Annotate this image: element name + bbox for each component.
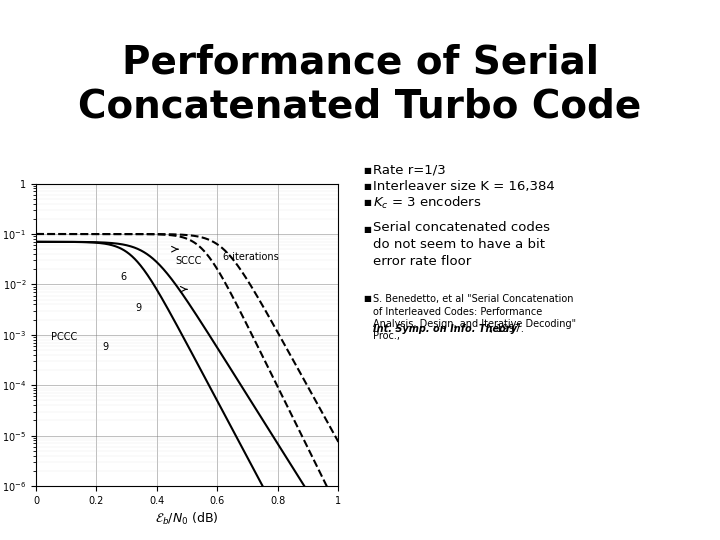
Text: 9: 9: [102, 342, 109, 352]
Text: Rate r=1/3: Rate r=1/3: [373, 164, 446, 177]
Text: PCCC: PCCC: [51, 332, 77, 342]
Text: ■: ■: [364, 294, 372, 303]
Text: , 1997.: , 1997.: [490, 324, 523, 334]
Text: Serial concatenated codes
do not seem to have a bit
error rate floor: Serial concatenated codes do not seem to…: [373, 221, 550, 268]
Text: $K_c$ = 3 encoders: $K_c$ = 3 encoders: [373, 194, 482, 211]
Text: 6 iterations: 6 iterations: [223, 252, 279, 262]
Text: ■: ■: [364, 225, 372, 234]
Text: S. Benedetto, et al "Serial Concatenation
of Interleaved Codes: Performance
Anal: S. Benedetto, et al "Serial Concatenatio…: [373, 294, 576, 341]
Text: ■: ■: [364, 182, 372, 191]
Text: 9: 9: [136, 303, 142, 313]
Text: 6: 6: [121, 272, 127, 282]
Text: ■: ■: [364, 166, 372, 174]
Text: Interleaver size K = 16,384: Interleaver size K = 16,384: [373, 180, 554, 193]
Text: Int. Symp. on Info. Theory: Int. Symp. on Info. Theory: [373, 324, 517, 334]
Text: ■: ■: [364, 198, 372, 207]
X-axis label: $\mathcal{E}_b/N_0$ (dB): $\mathcal{E}_b/N_0$ (dB): [156, 511, 219, 528]
Text: Performance of Serial
Concatenated Turbo Code: Performance of Serial Concatenated Turbo…: [78, 43, 642, 125]
Text: SCCC: SCCC: [175, 256, 202, 266]
